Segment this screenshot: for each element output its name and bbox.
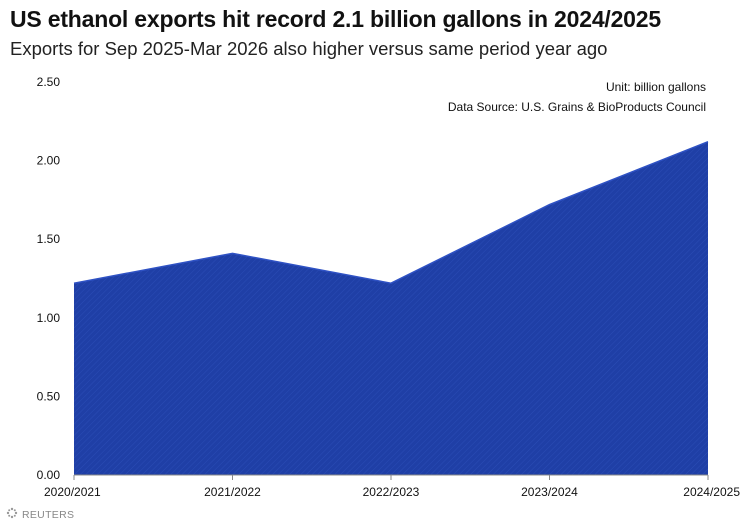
x-tick-label: 2022/2023 (363, 485, 420, 499)
y-tick-label: 2.00 (37, 154, 61, 168)
reuters-logo-text: REUTERS (22, 508, 75, 521)
y-tick-label: 2.50 (37, 75, 61, 89)
chart-title: US ethanol exports hit record 2.1 billio… (10, 6, 661, 32)
y-axis: 0.00 0.50 1.00 1.50 2.00 2.50 (37, 75, 61, 482)
source-note: Data Source: U.S. Grains & BioProducts C… (448, 100, 706, 114)
x-axis: 2020/2021 2021/2022 2022/2023 2023/2024 2024… (44, 474, 740, 499)
y-tick-label: 1.50 (37, 232, 61, 246)
unit-note: Unit: billion gallons (606, 80, 706, 94)
plot-area (73, 141, 709, 475)
x-tick-label: 2021/2022 (204, 485, 261, 499)
y-tick-label: 0.00 (37, 468, 61, 482)
y-tick-label: 0.50 (37, 389, 61, 403)
reuters-logo-icon (6, 507, 18, 522)
reuters-logo: REUTERS (6, 507, 74, 522)
x-tick-label: 2024/2025 (683, 485, 740, 499)
chart-subtitle: Exports for Sep 2025-Mar 2026 also highe… (10, 38, 608, 59)
area-series-line (73, 141, 709, 284)
x-tick-label: 2023/2024 (521, 485, 578, 499)
x-tick-label: 2020/2021 (44, 485, 101, 499)
y-tick-label: 1.00 (37, 311, 61, 325)
area-series (74, 141, 708, 475)
